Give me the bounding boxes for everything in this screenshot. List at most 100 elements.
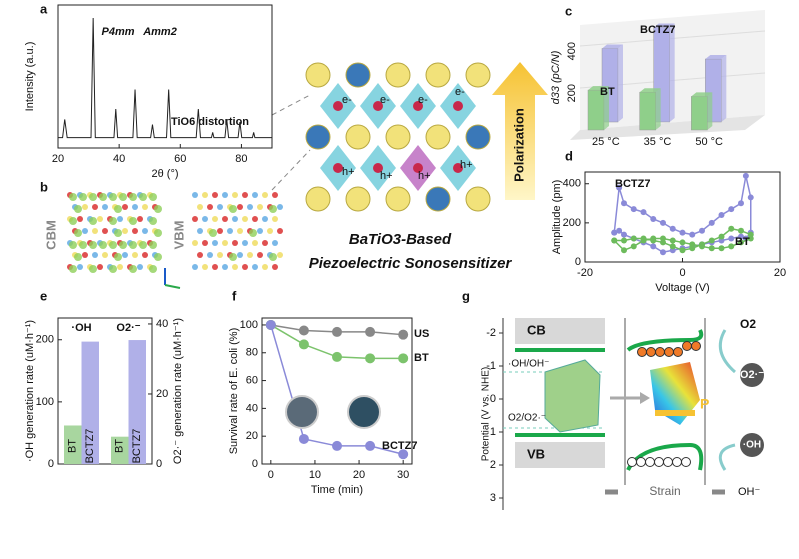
marker xyxy=(718,233,725,240)
atom xyxy=(102,228,108,234)
atom xyxy=(385,186,411,212)
marker xyxy=(611,229,618,236)
atom xyxy=(242,216,248,222)
y-axis-label: Amplitude (pm) xyxy=(551,180,563,255)
marker xyxy=(650,237,657,244)
atom xyxy=(257,252,263,258)
atom xyxy=(333,163,343,173)
orbital xyxy=(149,265,157,273)
atom xyxy=(453,163,463,173)
orbital xyxy=(79,241,87,249)
x-tick-label: 25 °C xyxy=(592,136,620,148)
atom xyxy=(122,228,128,234)
atom xyxy=(262,264,268,270)
hole xyxy=(681,457,691,467)
orbital xyxy=(89,265,97,273)
orbital xyxy=(154,205,162,213)
marker xyxy=(728,225,735,232)
x-tick-label: 0 xyxy=(268,469,274,481)
orbital xyxy=(74,205,82,213)
plot-frame xyxy=(57,4,273,149)
p-label: P xyxy=(700,396,709,412)
orbital xyxy=(269,253,277,261)
atom xyxy=(92,252,98,258)
atom xyxy=(132,204,138,210)
orbital-structures xyxy=(67,192,283,289)
x-tick-label: 20 xyxy=(774,267,786,279)
atom xyxy=(345,186,371,212)
electron xyxy=(646,347,656,357)
orbital xyxy=(154,229,162,237)
y-tick-label: 3 xyxy=(490,492,496,504)
o2-radical-label: O2·⁻ xyxy=(740,369,764,381)
series-name: BCTZ7 xyxy=(382,440,417,452)
marker xyxy=(298,325,309,336)
radical xyxy=(740,433,764,457)
polarization-arrow xyxy=(492,62,548,200)
orbital xyxy=(114,205,122,213)
marker xyxy=(728,206,735,213)
marker xyxy=(640,235,647,242)
y-axis-label: Intensity (a.u.) xyxy=(24,42,36,112)
marker xyxy=(650,215,657,222)
bar-top xyxy=(602,44,623,49)
orbital xyxy=(69,193,77,201)
atom xyxy=(217,228,223,234)
marker xyxy=(708,219,715,226)
annotation: Amm2 xyxy=(142,26,177,38)
atom xyxy=(373,101,383,111)
orbital xyxy=(99,241,107,249)
marker xyxy=(742,172,749,179)
electron xyxy=(673,347,683,357)
atom xyxy=(212,240,218,246)
y2-tick-label: 0 xyxy=(156,458,162,470)
y-tick-label: 0 xyxy=(48,458,54,470)
bar-top xyxy=(691,92,713,97)
atom xyxy=(242,192,248,198)
atom xyxy=(117,216,123,222)
marker xyxy=(738,200,744,207)
marker xyxy=(689,231,696,238)
orbital xyxy=(129,217,137,225)
atom xyxy=(217,252,223,258)
series-line xyxy=(613,175,752,254)
y-tick-label: -2 xyxy=(486,327,496,339)
radical xyxy=(740,363,764,387)
marker xyxy=(332,351,342,362)
x-axis-label: 2θ (°) xyxy=(151,168,178,180)
series-name: BCTZ7 xyxy=(640,24,675,36)
marker xyxy=(616,227,623,234)
y-tick-label: 0 xyxy=(490,393,496,405)
orbital xyxy=(74,229,82,237)
orbital xyxy=(229,205,237,213)
group-label: O2·⁻ xyxy=(116,322,140,334)
group-label: ·OH xyxy=(71,322,91,334)
marker xyxy=(640,209,647,216)
marker xyxy=(669,243,676,250)
atom xyxy=(232,264,238,270)
bar-label: BT xyxy=(114,439,126,453)
series-line xyxy=(58,17,272,139)
y-tick-label: 100 xyxy=(36,396,54,408)
atom xyxy=(252,240,258,246)
electron-label: e- xyxy=(380,94,390,106)
bar-side xyxy=(707,92,713,130)
marker xyxy=(669,237,676,244)
marker xyxy=(298,433,309,444)
electron-label: e- xyxy=(418,94,428,106)
marker xyxy=(398,329,409,340)
hole xyxy=(636,457,646,467)
marker xyxy=(728,235,735,242)
orbital xyxy=(89,193,97,201)
marker xyxy=(708,237,715,244)
atom xyxy=(142,228,148,234)
y-tick-label: 0 xyxy=(252,458,258,470)
marker xyxy=(332,326,342,337)
atom xyxy=(202,192,208,198)
marker xyxy=(660,219,666,226)
marker xyxy=(728,243,735,250)
atom xyxy=(137,216,143,222)
y-tick-label: 200 xyxy=(36,334,54,346)
atom xyxy=(92,204,98,210)
vb-label: VB xyxy=(527,446,545,461)
